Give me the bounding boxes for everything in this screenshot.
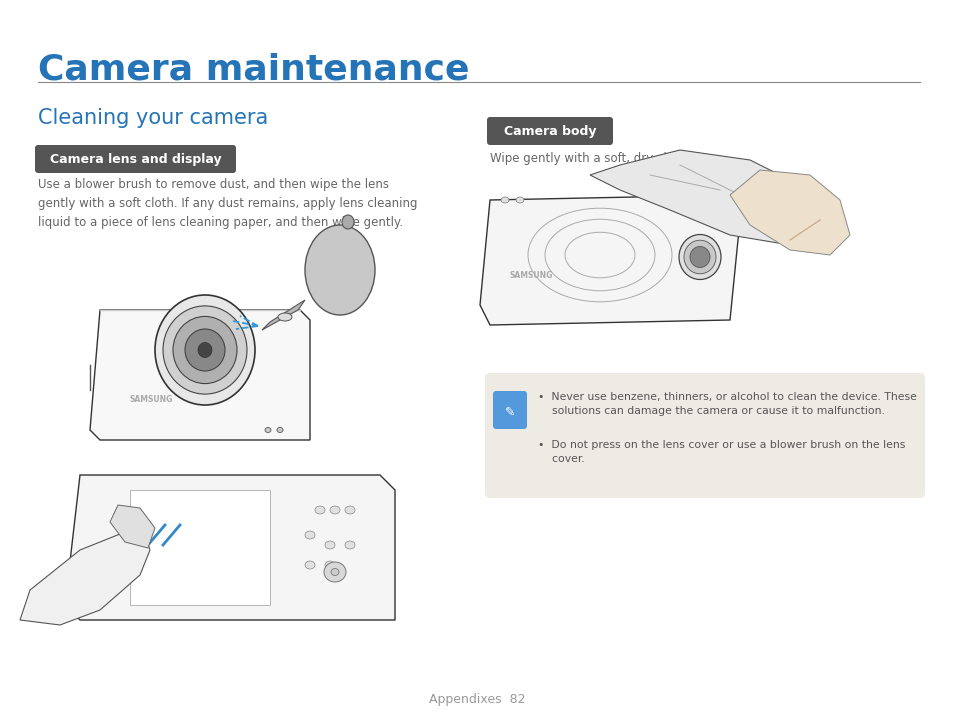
Ellipse shape <box>305 225 375 315</box>
Text: ✎: ✎ <box>504 405 515 418</box>
Text: Appendixes  82: Appendixes 82 <box>428 693 525 706</box>
FancyBboxPatch shape <box>486 117 613 145</box>
Polygon shape <box>262 300 305 330</box>
Ellipse shape <box>314 506 325 514</box>
Ellipse shape <box>341 215 354 229</box>
Polygon shape <box>110 505 154 548</box>
Ellipse shape <box>689 246 709 268</box>
Text: Use a blower brush to remove dust, and then wipe the lens
gently with a soft clo: Use a blower brush to remove dust, and t… <box>38 178 417 229</box>
FancyBboxPatch shape <box>493 391 526 429</box>
Ellipse shape <box>345 541 355 549</box>
Ellipse shape <box>500 197 509 203</box>
FancyBboxPatch shape <box>35 145 235 173</box>
Ellipse shape <box>276 428 283 433</box>
Ellipse shape <box>325 541 335 549</box>
Ellipse shape <box>345 506 355 514</box>
Text: Camera lens and display: Camera lens and display <box>50 153 221 166</box>
Polygon shape <box>589 150 820 245</box>
Text: Camera maintenance: Camera maintenance <box>38 52 469 86</box>
Polygon shape <box>90 310 310 440</box>
Ellipse shape <box>265 428 271 433</box>
Ellipse shape <box>172 316 236 384</box>
Polygon shape <box>20 530 150 625</box>
Ellipse shape <box>679 235 720 279</box>
Ellipse shape <box>277 313 292 321</box>
Ellipse shape <box>198 343 212 358</box>
Text: Camera body: Camera body <box>503 125 596 138</box>
Polygon shape <box>130 490 270 605</box>
Ellipse shape <box>324 562 346 582</box>
Ellipse shape <box>154 295 254 405</box>
Text: Cleaning your camera: Cleaning your camera <box>38 108 268 128</box>
Ellipse shape <box>185 329 225 371</box>
Ellipse shape <box>325 561 335 569</box>
FancyBboxPatch shape <box>484 373 924 498</box>
Text: •  Never use benzene, thinners, or alcohol to clean the device. These
    soluti: • Never use benzene, thinners, or alcoho… <box>537 392 916 416</box>
Ellipse shape <box>516 197 523 203</box>
Ellipse shape <box>331 569 338 575</box>
Text: SAMSUNG: SAMSUNG <box>130 395 173 405</box>
Polygon shape <box>729 170 849 255</box>
Ellipse shape <box>305 561 314 569</box>
Ellipse shape <box>330 506 339 514</box>
Text: •  Do not press on the lens cover or use a blower brush on the lens
    cover.: • Do not press on the lens cover or use … <box>537 440 904 464</box>
Text: SAMSUNG: SAMSUNG <box>510 271 553 279</box>
Polygon shape <box>479 195 740 325</box>
Polygon shape <box>65 475 395 620</box>
Ellipse shape <box>163 306 247 394</box>
Ellipse shape <box>305 531 314 539</box>
Text: Wipe gently with a soft, dry cloth.: Wipe gently with a soft, dry cloth. <box>490 152 689 165</box>
Ellipse shape <box>683 240 716 274</box>
